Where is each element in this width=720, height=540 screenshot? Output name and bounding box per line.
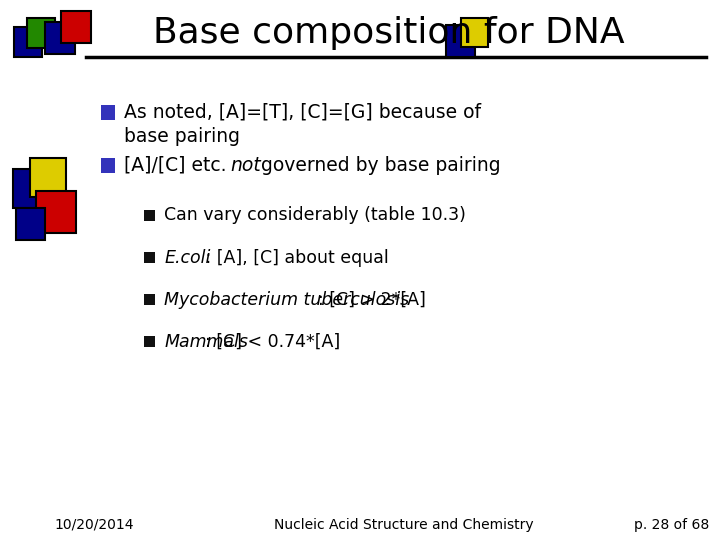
Text: governed by base pairing: governed by base pairing	[255, 156, 500, 175]
FancyBboxPatch shape	[36, 191, 76, 233]
FancyBboxPatch shape	[27, 18, 55, 48]
Text: p. 28 of 68: p. 28 of 68	[634, 518, 709, 532]
Text: Nucleic Acid Structure and Chemistry: Nucleic Acid Structure and Chemistry	[274, 518, 534, 532]
Text: : [C] < 0.74*[A]: : [C] < 0.74*[A]	[205, 333, 341, 351]
FancyBboxPatch shape	[461, 18, 488, 47]
FancyBboxPatch shape	[144, 336, 155, 347]
Text: base pairing: base pairing	[124, 126, 240, 146]
Text: 10/20/2014: 10/20/2014	[54, 518, 133, 532]
FancyBboxPatch shape	[61, 11, 91, 43]
Text: : [C] > 2*[A]: : [C] > 2*[A]	[318, 291, 426, 309]
FancyBboxPatch shape	[16, 208, 45, 240]
Text: Can vary considerably (table 10.3): Can vary considerably (table 10.3)	[164, 206, 466, 225]
FancyBboxPatch shape	[14, 27, 42, 57]
FancyBboxPatch shape	[144, 294, 155, 305]
Text: As noted, [A]=[T], [C]=[G] because of: As noted, [A]=[T], [C]=[G] because of	[124, 103, 481, 122]
FancyBboxPatch shape	[144, 252, 155, 263]
FancyBboxPatch shape	[13, 169, 49, 208]
Text: [A]/[C] etc.: [A]/[C] etc.	[124, 156, 236, 175]
FancyBboxPatch shape	[101, 158, 115, 173]
FancyBboxPatch shape	[446, 25, 475, 57]
Text: E.coli: E.coli	[164, 248, 210, 267]
Text: Base composition for DNA: Base composition for DNA	[153, 17, 625, 50]
Text: Mycobacterium tuberculosis: Mycobacterium tuberculosis	[164, 291, 409, 309]
Text: : [A], [C] about equal: : [A], [C] about equal	[199, 248, 388, 267]
FancyBboxPatch shape	[144, 210, 155, 221]
Text: Mammals: Mammals	[164, 333, 248, 351]
FancyBboxPatch shape	[30, 158, 66, 197]
FancyBboxPatch shape	[101, 105, 115, 120]
FancyBboxPatch shape	[45, 22, 75, 54]
Text: not: not	[230, 156, 261, 175]
